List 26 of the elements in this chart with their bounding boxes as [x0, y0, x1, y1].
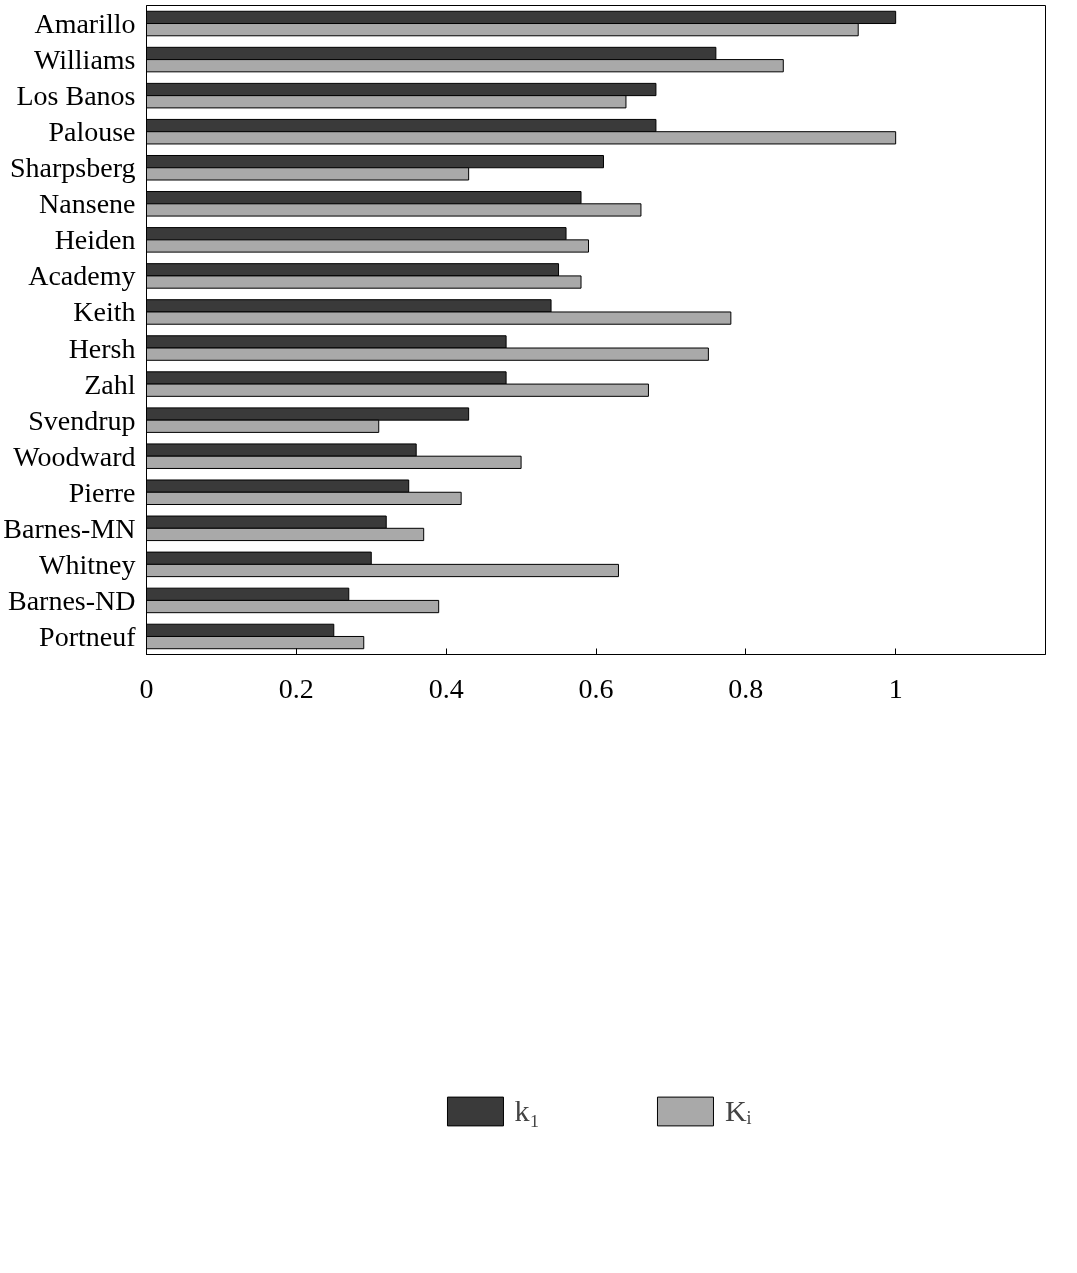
x-tick-label: 0.8 — [728, 672, 764, 704]
y-tick-label: Whitney — [39, 548, 136, 580]
y-tick-label: Williams — [33, 44, 136, 76]
legend-label: Kᵢ — [724, 1094, 752, 1128]
y-tick-label: Woodward — [13, 440, 136, 472]
x-tick-label: 0.6 — [578, 672, 614, 704]
y-tick-label: Barnes-ND — [7, 584, 136, 616]
y-tick-label: Zahl — [84, 368, 136, 400]
y-tick-label: Sharpsberg — [10, 152, 136, 184]
y-tick-label: Academy — [28, 260, 136, 292]
x-tick-label: 0 — [139, 672, 154, 704]
x-tick-label: 1 — [888, 672, 903, 704]
y-tick-label: Pierre — [68, 476, 136, 508]
y-tick-label: Nansene — [39, 188, 136, 220]
x-tick-label: 0.2 — [278, 672, 314, 704]
x-tick-label: 0.4 — [428, 672, 464, 704]
y-tick-label: Los Banos — [16, 80, 136, 112]
y-tick-label: Amarillo — [34, 8, 136, 40]
y-tick-label: Svendrup — [28, 404, 136, 436]
y-tick-label: Heiden — [54, 224, 136, 256]
y-tick-label: Keith — [73, 296, 136, 328]
y-tick-label: Barnes-MN — [3, 512, 136, 544]
legend-label: k₁ — [514, 1094, 540, 1128]
y-tick-label: Palouse — [48, 116, 136, 148]
y-tick-label: Hersh — [68, 332, 136, 364]
y-tick-label: Portneuf — [39, 620, 137, 652]
